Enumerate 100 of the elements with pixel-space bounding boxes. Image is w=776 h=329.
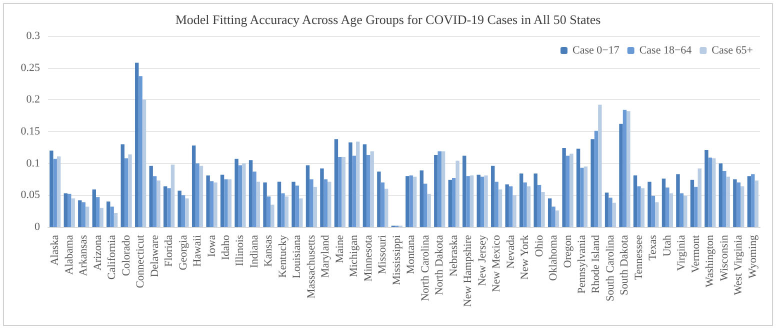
x-tick-label: West Virginia <box>732 234 745 296</box>
bar <box>370 151 374 227</box>
x-tick-label: Colorado <box>120 234 132 276</box>
bar <box>708 158 712 227</box>
bar <box>362 144 367 227</box>
x-tick-label: Nevada <box>504 234 517 269</box>
bar <box>570 154 574 227</box>
bar <box>562 148 566 227</box>
bar <box>252 172 256 227</box>
bar <box>114 212 118 227</box>
bar <box>256 182 260 227</box>
x-tick-label: Mississippi <box>390 235 403 286</box>
bar <box>640 188 645 227</box>
bar <box>548 198 552 227</box>
bar <box>142 100 146 227</box>
bar <box>338 156 342 227</box>
x-tick-label: Arizona <box>92 234 104 270</box>
bar <box>313 186 317 227</box>
bar <box>135 62 139 227</box>
bar <box>281 193 285 227</box>
bar <box>224 179 228 227</box>
x-tick-label: South Dakota <box>618 234 631 296</box>
y-tick-label: 0.25 <box>20 62 40 74</box>
x-tick-label: North Carolina <box>419 234 432 302</box>
bar <box>651 196 656 227</box>
bar <box>519 174 524 227</box>
bar <box>637 186 641 227</box>
bar <box>505 184 509 227</box>
x-tick-label: Oklahoma <box>548 234 560 281</box>
bar <box>666 188 670 227</box>
bar <box>185 198 189 227</box>
bar <box>328 182 332 227</box>
bar <box>106 202 110 227</box>
bar <box>284 196 289 227</box>
bar <box>726 176 730 227</box>
bar <box>566 156 570 227</box>
bar <box>238 165 242 227</box>
x-tick-label: Utah <box>661 234 674 256</box>
bar <box>498 189 502 227</box>
bar <box>590 139 594 227</box>
bar <box>110 206 114 227</box>
bar <box>466 176 470 227</box>
x-tick-label: Maryland <box>320 234 332 278</box>
y-tick-label: 0 <box>34 221 40 233</box>
bar <box>324 179 328 227</box>
bar <box>733 179 737 227</box>
bar <box>456 160 460 227</box>
bar <box>424 184 428 227</box>
bar <box>684 196 688 227</box>
x-tick-label: Wisconsin <box>718 234 730 281</box>
bar <box>214 182 218 227</box>
x-tick-label: Wyoming <box>746 234 759 278</box>
bar <box>348 142 352 227</box>
bar <box>508 186 513 227</box>
bar <box>220 174 224 227</box>
x-tick-label: Montana <box>405 234 418 274</box>
x-tick-label: Tennessee <box>632 234 645 280</box>
bar <box>434 155 438 227</box>
bar <box>626 111 630 227</box>
bar <box>384 188 388 227</box>
x-tick-label: Minnesota <box>362 234 374 282</box>
x-tick-label: Louisiana <box>291 234 304 278</box>
bar <box>552 206 556 227</box>
x-tick-label: California <box>106 234 118 280</box>
x-tick-label: Washington <box>704 234 716 288</box>
bar <box>85 206 90 227</box>
bar <box>747 176 752 227</box>
bar <box>196 163 200 227</box>
bar <box>170 164 175 227</box>
x-tick-label: Oregon <box>562 234 574 268</box>
bar <box>409 175 413 227</box>
bar <box>295 186 300 227</box>
bar <box>352 156 356 227</box>
x-tick-label: Massachusetts <box>305 235 318 299</box>
bar <box>242 163 246 227</box>
bar <box>277 182 282 227</box>
x-tick-label: Connecticut <box>134 235 147 288</box>
bar <box>594 130 598 227</box>
bar <box>68 194 72 227</box>
bar <box>441 151 446 227</box>
y-tick-label: 0.05 <box>20 189 40 202</box>
x-tick-label: New Hampshire <box>462 234 474 307</box>
bar <box>427 194 431 227</box>
bar <box>580 168 584 227</box>
bar <box>228 179 232 227</box>
bar <box>306 165 310 227</box>
legend-label: Case 0−17 <box>572 44 620 56</box>
bar <box>633 175 638 227</box>
bar <box>698 168 702 227</box>
bar <box>380 182 384 227</box>
bar <box>124 158 128 227</box>
bar <box>310 179 314 227</box>
x-tick-label: Illinois <box>234 235 246 266</box>
bar <box>526 186 531 227</box>
x-tick-label: South Carolina <box>604 234 616 302</box>
x-tick-label: Vermont <box>690 235 702 273</box>
x-tick-label: Michigan <box>348 234 360 278</box>
x-tick-label: Texas <box>647 235 660 260</box>
bar <box>694 186 698 227</box>
bar <box>96 197 100 227</box>
